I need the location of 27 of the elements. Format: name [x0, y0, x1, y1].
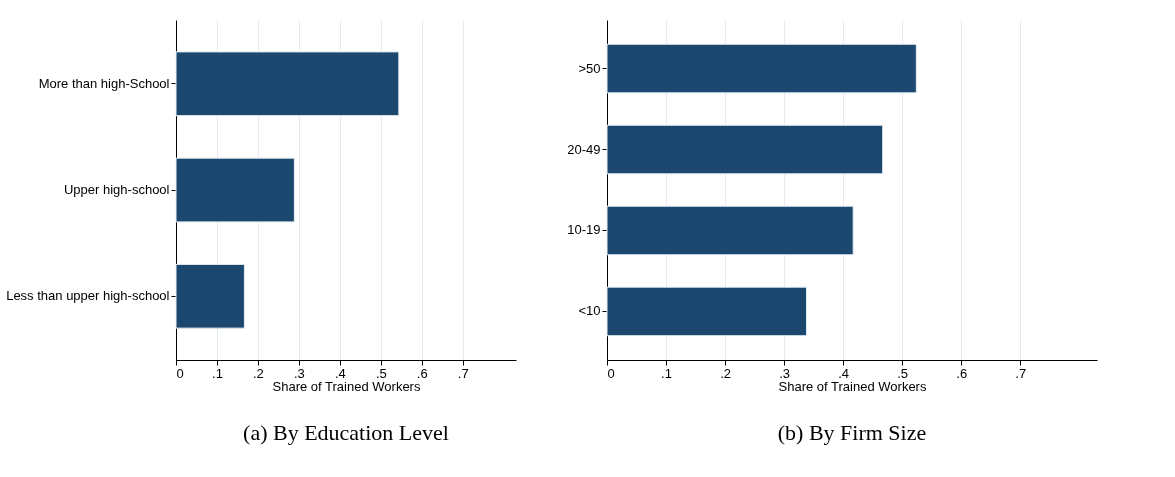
- x-tick-label: 0: [607, 365, 615, 381]
- text: (a) By Education Level: [243, 420, 449, 445]
- y-tick-label: Less than upper high-school: [6, 288, 170, 304]
- x-tick-label: 0: [176, 365, 184, 381]
- x-tick-label: .4: [334, 365, 346, 381]
- x-axis-title: Share of Trained Workers: [272, 378, 421, 394]
- x-tick-label: .2: [720, 365, 731, 381]
- x-axis-title: Share of Trained Workers: [778, 378, 927, 394]
- x-tick-label: .3: [293, 365, 305, 381]
- x-tick-label: .6: [416, 365, 428, 381]
- x-tick-label: .7: [1015, 365, 1027, 381]
- y-tick-label: 20-49: [567, 141, 601, 157]
- y-tick-label: <10: [578, 303, 601, 319]
- y-tick-label: 10-19: [567, 222, 601, 238]
- x-tick-label: .6: [956, 365, 968, 381]
- y-tick-label: >50: [578, 60, 601, 76]
- x-tick-label: .5: [375, 365, 387, 381]
- y-tick-label: Upper high-school: [63, 182, 170, 197]
- x-tick-label: .4: [838, 365, 850, 381]
- x-tick-label: .1: [661, 365, 672, 381]
- x-tick-label: .1: [212, 365, 223, 381]
- x-tick-label: .2: [253, 365, 264, 381]
- x-tick-label: .7: [457, 365, 469, 381]
- x-tick-label: .5: [897, 365, 909, 381]
- text: (b) By Firm Size: [777, 420, 927, 445]
- y-tick-label: More than high-School: [38, 75, 170, 91]
- x-tick-label: .3: [779, 365, 791, 381]
